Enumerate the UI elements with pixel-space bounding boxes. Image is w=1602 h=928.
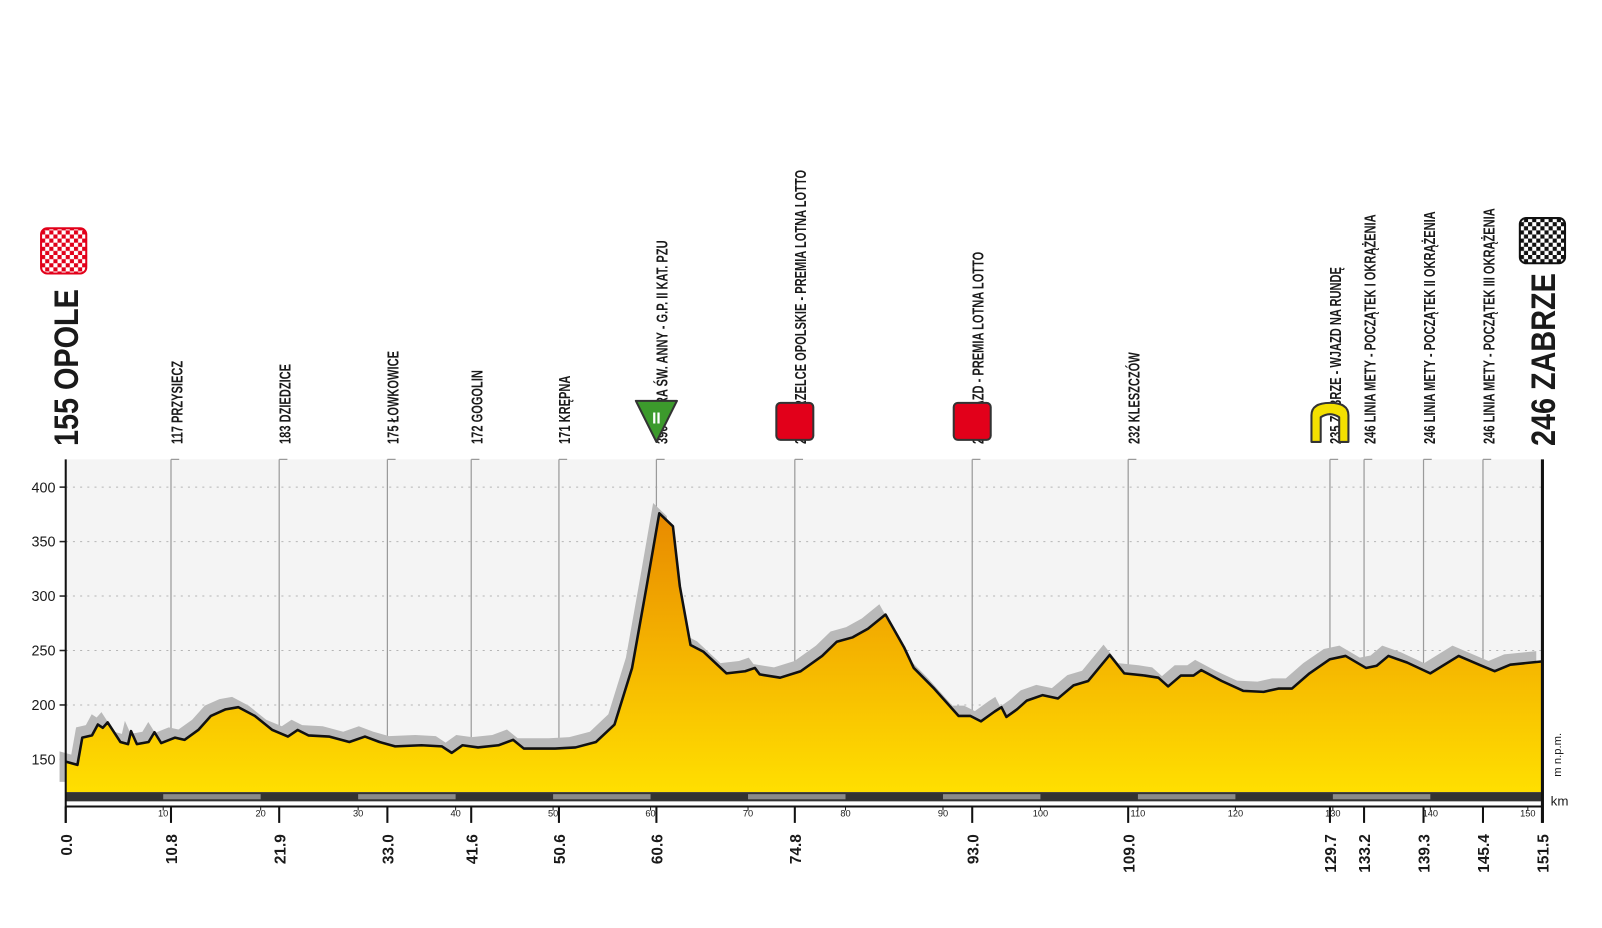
km-strip-segment — [553, 794, 651, 800]
climb-category: II — [652, 410, 661, 427]
y-tick-label: 250 — [31, 644, 55, 660]
km-strip-segment — [1332, 794, 1431, 800]
x-tick-label: 140 — [1423, 809, 1438, 819]
marker-label: 175 ŁOWKOWICE — [385, 351, 402, 444]
profile-area — [65, 513, 1543, 793]
x-tick-label: 100 — [1033, 809, 1048, 819]
x-tick-label: 50 — [548, 809, 558, 819]
endpoint-label: 155 OPOLE — [48, 289, 86, 446]
x-axis-label: km — [1551, 793, 1569, 808]
x-tick-label: 130 — [1325, 809, 1340, 819]
x-tick-label: 110 — [1131, 809, 1146, 819]
distance-label: 109.0 — [1121, 834, 1138, 873]
km-strip-segment — [748, 794, 846, 800]
y-tick-label: 350 — [31, 535, 55, 551]
marker-label: 246 LINIA METY - POCZĄTEK II OKRĄŻENIA — [1421, 211, 1438, 444]
distance-label: 33.0 — [381, 834, 398, 864]
distance-label: 74.8 — [788, 834, 805, 864]
x-tick-label: 10 — [158, 809, 168, 819]
distance-label: 151.5 — [1536, 834, 1553, 873]
x-tick-label: 60 — [645, 809, 655, 819]
marker-label: 235 ZABRZE - WJAZD NA RUNDĘ — [1327, 267, 1344, 444]
distance-label: 41.6 — [464, 834, 481, 864]
km-strip-segment — [942, 794, 1041, 800]
marker-label: 183 DZIEDZICE — [277, 364, 294, 444]
x-tick-label: 70 — [743, 809, 753, 819]
x-tick-label: 40 — [450, 809, 460, 819]
km-strip-segment — [163, 794, 261, 800]
x-tick-label: 150 — [1520, 809, 1535, 819]
profile-line — [65, 512, 1543, 767]
y-tick-label: 300 — [31, 589, 55, 605]
x-tick-label: 80 — [840, 809, 850, 819]
sprint-icon — [952, 401, 992, 441]
x-tick-label: 20 — [256, 809, 266, 819]
marker-label: 390 GÓRA ŚW. ANNY - G.P. II KAT. PZU — [654, 240, 671, 444]
marker-label: 232 KLESZCZÓW — [1126, 352, 1143, 444]
marker-label: 172 GOGOLIN — [469, 370, 486, 444]
distance-label: 93.0 — [965, 834, 982, 864]
marker-label: 239 STRZELCE OPOLSKIE - PREMIA LOTNA LOT… — [792, 170, 809, 444]
circuit-icon — [1310, 401, 1350, 443]
x-tick-label: 90 — [938, 809, 948, 819]
distance-label: 145.4 — [1476, 834, 1493, 873]
y-tick-label: 150 — [31, 753, 55, 769]
y-tick-label: 200 — [31, 698, 55, 714]
distance-label: 21.9 — [272, 834, 289, 864]
distance-label: 60.6 — [650, 834, 667, 864]
marker-label: 117 PRZYSIECZ — [169, 361, 186, 444]
start-flag — [40, 227, 88, 275]
distance-label: 133.2 — [1357, 834, 1374, 873]
distance-label: 129.7 — [1323, 834, 1340, 873]
endpoint-label: 246 ZABRZE — [1525, 273, 1563, 446]
km-strip-segment — [1137, 794, 1236, 800]
marker-label: 201 UJAZD - PREMIA LOTNA LOTTO — [970, 252, 987, 444]
x-tick-label: 120 — [1228, 809, 1243, 819]
x-tick-label: 30 — [353, 809, 363, 819]
distance-label: 139.3 — [1417, 834, 1434, 873]
y-tick-label: 400 — [31, 480, 55, 496]
marker-label: 246 LINIA METY - POCZĄTEK III OKRĄŻENIA — [1481, 208, 1498, 444]
climb-icon — [634, 399, 678, 443]
y-axis-label: m n.p.m. — [1552, 733, 1564, 777]
sprint-icon — [775, 401, 815, 441]
marker-label: 246 LINIA METY - POCZĄTEK I OKRĄŻENIA — [1362, 214, 1379, 444]
km-strip-segment — [358, 794, 456, 800]
marker-label: 171 KRĘPNA — [556, 375, 573, 444]
distance-label: 10.8 — [164, 834, 181, 864]
finish-flag — [1518, 217, 1567, 265]
distance-label: 50.6 — [552, 834, 569, 864]
distance-label: 0.0 — [59, 834, 76, 855]
